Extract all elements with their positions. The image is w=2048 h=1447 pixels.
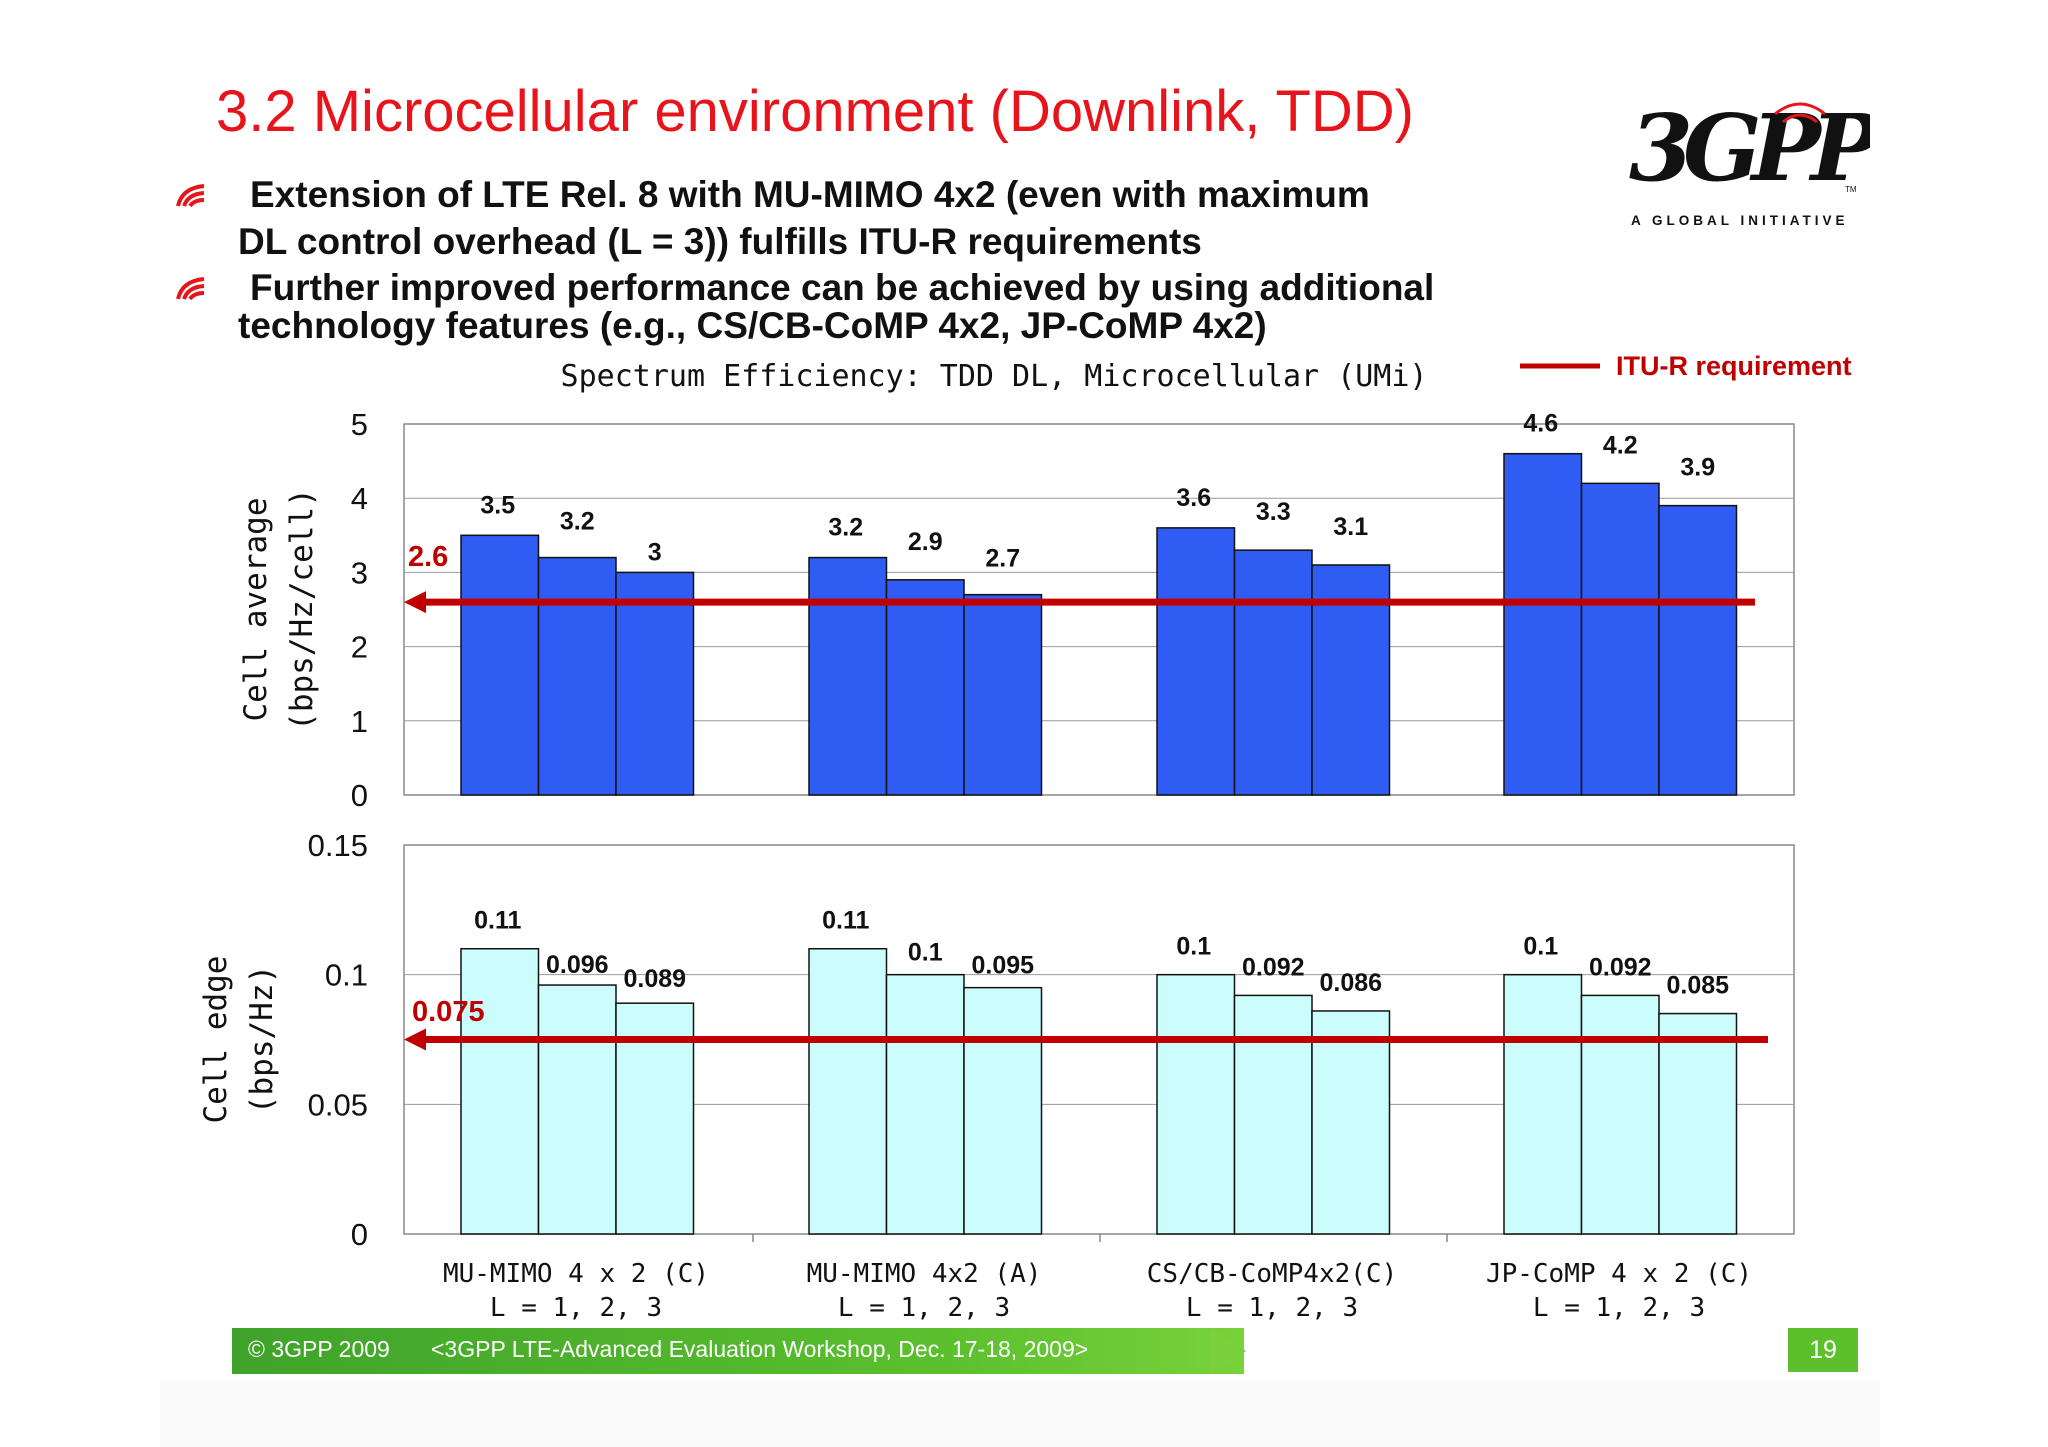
bar (537, 556, 617, 796)
bar (615, 571, 695, 796)
requirement-value-label: 2.6 (408, 541, 448, 573)
bar-value-label: 0.085 (1666, 972, 1729, 1000)
bar (963, 986, 1043, 1235)
bar-value-label: 3.2 (560, 508, 595, 536)
bar (1233, 994, 1313, 1235)
bar (1503, 452, 1583, 796)
bar-value-label: 2.9 (908, 528, 943, 556)
bar-value-label: 0.089 (623, 965, 686, 993)
x-category-sublabel: L = 1, 2, 3 (838, 1293, 1010, 1323)
y-axis-label-units: (bps/Hz) (244, 965, 280, 1114)
bar-value-label: 2.7 (985, 545, 1020, 573)
y-tick-label: 4 (351, 481, 368, 516)
bar-value-label: 0.086 (1319, 969, 1382, 997)
bullet-1-line-2: DL control overhead (L = 3)) fulfills IT… (238, 221, 1202, 262)
bar-value-label: 0.092 (1242, 953, 1305, 981)
x-category-label: JP-CoMP 4 x 2 (C) (1486, 1259, 1752, 1289)
bar-value-label: 0.11 (822, 907, 869, 935)
y-axis-label-units: (bps/Hz/cell) (284, 488, 320, 731)
bar-value-label: 3.3 (1256, 498, 1291, 526)
x-category-sublabel: L = 1, 2, 3 (490, 1293, 662, 1323)
legend-label: ITU-R requirement (1616, 351, 1852, 381)
bar-value-label: 4.6 (1523, 410, 1558, 438)
bullet-2-line-2: technology features (e.g., CS/CB-CoMP 4x… (238, 305, 1267, 346)
x-category-sublabel: L = 1, 2, 3 (1186, 1293, 1358, 1323)
x-category-label: MU-MIMO 4 x 2 (C) (443, 1259, 709, 1289)
y-axis-label: Cell average (238, 498, 274, 722)
bar-value-label: 0.11 (474, 907, 521, 935)
logo-tm: TM (1845, 185, 1857, 194)
bar (537, 984, 617, 1235)
bar-value-label: 3.1 (1333, 513, 1368, 541)
x-category-sublabel: L = 1, 2, 3 (1533, 1293, 1705, 1323)
bar-value-label: 0.096 (546, 951, 609, 979)
footer-bar (232, 1328, 1244, 1374)
bar (1580, 482, 1660, 796)
bar-value-label: 0.095 (971, 952, 1034, 980)
y-tick-label: 0.15 (308, 828, 368, 863)
requirement-value-label: 0.075 (412, 996, 485, 1028)
bar (1658, 1012, 1738, 1235)
bar-value-label: 3.2 (828, 514, 863, 542)
footer-event: <3GPP LTE-Advanced Evaluation Workshop, … (431, 1336, 1089, 1362)
bullet-2-line-1: Further improved performance can be achi… (250, 267, 1435, 308)
x-category-label: MU-MIMO 4x2 (A) (807, 1259, 1042, 1289)
bar (1658, 504, 1738, 796)
bullet-wave-icon (176, 277, 205, 301)
bar-value-label: 3.5 (480, 491, 515, 519)
bar-value-label: 0.1 (1176, 933, 1211, 961)
bar-value-label: 0.1 (1523, 933, 1558, 961)
y-axis-label: Cell edge (198, 956, 234, 1124)
bar (963, 593, 1043, 796)
bar-value-label: 3.9 (1680, 454, 1715, 482)
requirement-arrowhead (404, 1028, 426, 1051)
logo-tagline: A GLOBAL INITIATIVE (1631, 213, 1849, 228)
bar (1156, 527, 1236, 796)
bar (1156, 973, 1236, 1235)
y-tick-label: 5 (351, 407, 368, 442)
footer-shade (160, 1380, 1880, 1447)
bar (808, 947, 888, 1235)
y-tick-label: 0.05 (308, 1087, 368, 1122)
y-tick-label: 3 (351, 555, 368, 590)
footer-copyright: © 3GPP 2009 (248, 1336, 390, 1362)
y-tick-label: 0 (351, 778, 368, 813)
bar (885, 973, 965, 1235)
requirement-arrowhead (404, 591, 426, 614)
bar (1580, 994, 1660, 1235)
x-category-label: CS/CB-CoMP4x2(C) (1147, 1259, 1397, 1289)
3gpp-logo: 3GPP TM A GLOBAL INITIATIVE (1629, 94, 1870, 228)
y-tick-label: 0.1 (325, 958, 368, 993)
bar (1233, 549, 1313, 796)
y-tick-label: 0 (351, 1217, 368, 1252)
bar-value-label: 3 (648, 538, 662, 566)
bullet-wave-icon (176, 184, 205, 208)
bar-value-label: 0.1 (908, 939, 943, 967)
footer-arrow (1210, 1328, 1246, 1374)
bar (1503, 973, 1583, 1235)
bar (460, 534, 540, 796)
bar-value-label: 3.6 (1176, 484, 1211, 512)
logo-text: 3GPP (1629, 94, 1870, 202)
bar (885, 579, 965, 796)
bar-value-label: 4.2 (1603, 431, 1638, 459)
bar (460, 947, 540, 1235)
bar (808, 556, 888, 796)
page-number: 19 (1788, 1328, 1858, 1372)
bullet-1-line-1: Extension of LTE Rel. 8 with MU-MIMO 4x2… (250, 174, 1370, 215)
chart-title: Spectrum Efficiency: TDD DL, Microcellul… (561, 359, 1428, 394)
slide-title: 3.2 Microcellular environment (Downlink,… (216, 79, 1414, 144)
y-tick-label: 1 (351, 704, 368, 739)
y-tick-label: 2 (351, 630, 368, 665)
bar-value-label: 0.092 (1589, 953, 1652, 981)
bar (1311, 1010, 1391, 1235)
